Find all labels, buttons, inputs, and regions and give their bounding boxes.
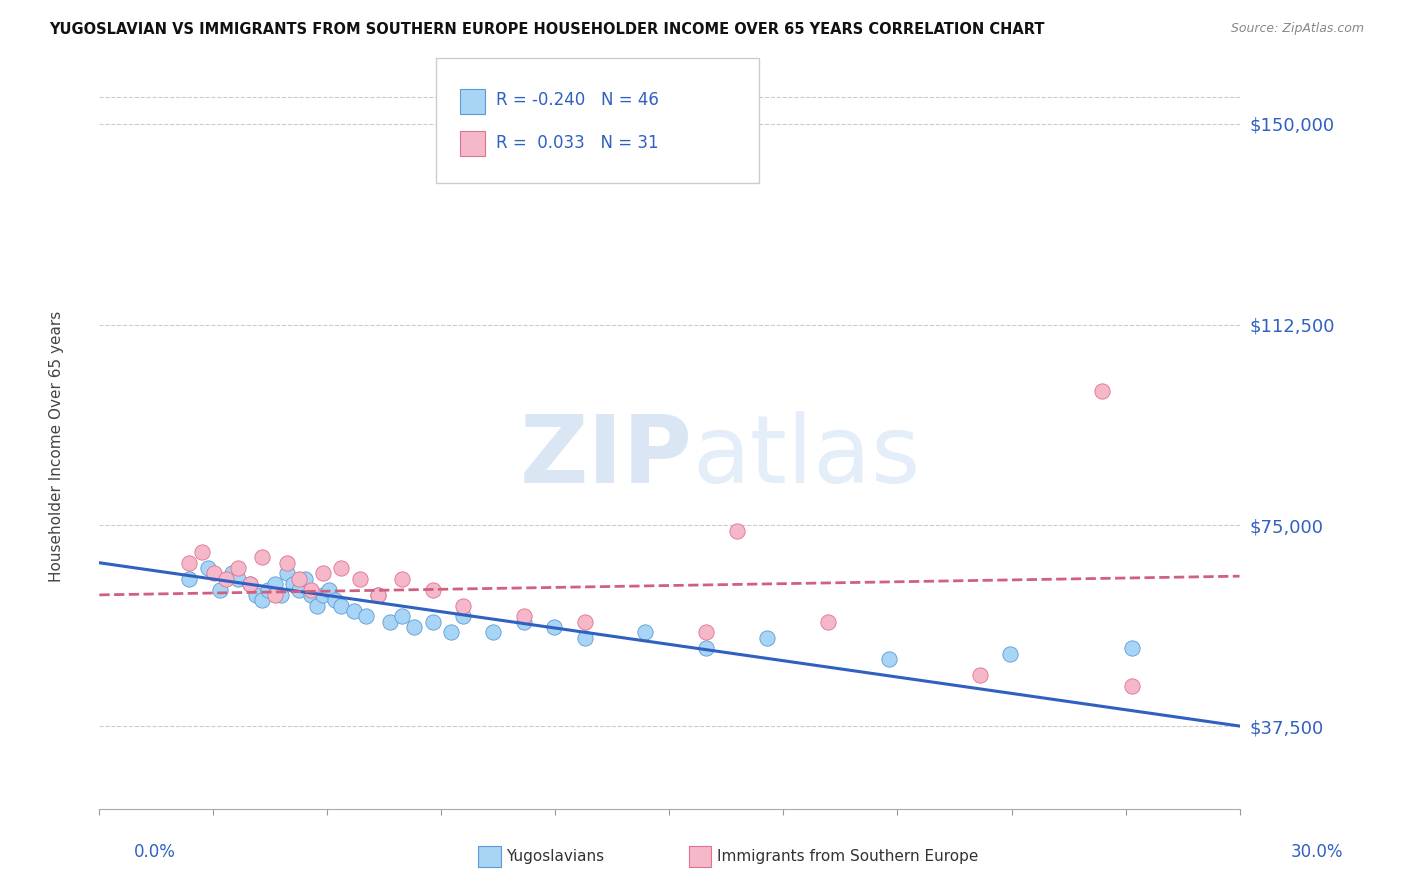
Text: Source: ZipAtlas.com: Source: ZipAtlas.com xyxy=(1230,22,1364,36)
Text: R =  0.033   N = 31: R = 0.033 N = 31 xyxy=(496,134,659,152)
Text: atlas: atlas xyxy=(692,411,921,503)
Text: Householder Income Over 65 years: Householder Income Over 65 years xyxy=(49,310,63,582)
Text: ZIP: ZIP xyxy=(519,411,692,503)
Text: R = -0.240   N = 46: R = -0.240 N = 46 xyxy=(496,91,659,109)
Text: 0.0%: 0.0% xyxy=(134,843,176,861)
Text: Immigrants from Southern Europe: Immigrants from Southern Europe xyxy=(717,849,979,864)
Text: Yugoslavians: Yugoslavians xyxy=(506,849,605,864)
Text: 30.0%: 30.0% xyxy=(1291,843,1343,861)
Text: YUGOSLAVIAN VS IMMIGRANTS FROM SOUTHERN EUROPE HOUSEHOLDER INCOME OVER 65 YEARS : YUGOSLAVIAN VS IMMIGRANTS FROM SOUTHERN … xyxy=(49,22,1045,37)
